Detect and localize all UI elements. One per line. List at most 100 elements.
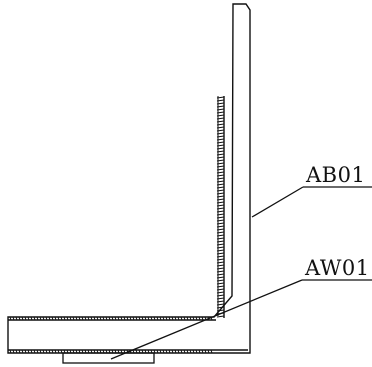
- thread-tick: [57, 349, 60, 354]
- thread-tick: [186, 316, 189, 321]
- thread-tick: [27, 349, 30, 354]
- thread-tick: [129, 316, 132, 321]
- bracket-outline: [7, 3, 251, 354]
- thread-tick: [198, 316, 201, 321]
- thread-tick: [153, 316, 156, 321]
- thread-tick: [72, 316, 75, 321]
- thread-tick: [117, 316, 120, 321]
- thread-tick: [18, 349, 21, 354]
- thread-tick: [135, 316, 138, 321]
- thread-tick: [45, 316, 48, 321]
- thread-tick: [168, 349, 171, 354]
- leader-aw01: [110, 279, 372, 360]
- thread-tick: [21, 349, 24, 354]
- thread-tick: [96, 316, 99, 321]
- thread-tick: [108, 316, 111, 321]
- thread-tick: [66, 316, 69, 321]
- thread-tick: [195, 316, 198, 321]
- thread-tick: [30, 316, 33, 321]
- thread-tick: [93, 316, 96, 321]
- thread-tick: [123, 316, 126, 321]
- thread-tick: [150, 316, 153, 321]
- thread-tick: [162, 349, 165, 354]
- thread-tick: [12, 316, 15, 321]
- thread-tick: [111, 316, 114, 321]
- thread-tick: [120, 316, 123, 321]
- thread-tick: [153, 349, 156, 354]
- thread-tick: [54, 349, 57, 354]
- thread-tick: [105, 316, 108, 321]
- thread-tick: [168, 316, 171, 321]
- bracket-ab01: [7, 3, 251, 354]
- thread-tick: [24, 316, 27, 321]
- thread-tick: [39, 316, 42, 321]
- thread-tick: [192, 349, 195, 354]
- leader-ab01: [251, 186, 372, 218]
- thread-tick: [69, 316, 72, 321]
- thread-tick: [60, 349, 63, 354]
- thread-tick: [207, 349, 210, 354]
- thread-tick: [48, 349, 51, 354]
- thread-tick: [177, 349, 180, 354]
- vertical-thread-hatching: [216, 96, 225, 318]
- thread-tick: [195, 349, 198, 354]
- thread-tick: [138, 316, 141, 321]
- thread-tick: [51, 349, 54, 354]
- thread-tick: [183, 316, 186, 321]
- thread-tick: [114, 316, 117, 321]
- thread-tick: [42, 349, 45, 354]
- thread-tick: [27, 316, 30, 321]
- thread-tick: [24, 349, 27, 354]
- thread-tick: [63, 316, 66, 321]
- thread-tick: [165, 349, 168, 354]
- thread-tick: [216, 315, 225, 318]
- label-ab01: AB01: [305, 163, 365, 187]
- thread-tick: [180, 349, 183, 354]
- thread-tick: [165, 316, 168, 321]
- thread-tick: [33, 316, 36, 321]
- thread-tick: [177, 316, 180, 321]
- thread-tick: [42, 316, 45, 321]
- thread-tick: [183, 349, 186, 354]
- thread-tick: [180, 316, 183, 321]
- thread-tick: [84, 316, 87, 321]
- thread-tick: [81, 316, 84, 321]
- thread-tick: [156, 349, 159, 354]
- thread-tick: [30, 349, 33, 354]
- thread-tick: [39, 349, 42, 354]
- thread-tick: [201, 349, 204, 354]
- washer-aw01: [62, 352, 155, 364]
- thread-tick: [126, 316, 129, 321]
- thread-tick: [132, 316, 135, 321]
- thread-tick: [9, 316, 12, 321]
- thread-tick: [99, 316, 102, 321]
- thread-tick: [171, 316, 174, 321]
- thread-tick: [9, 349, 12, 354]
- thread-tick: [21, 316, 24, 321]
- thread-tick: [45, 349, 48, 354]
- thread-tick: [210, 349, 213, 354]
- thread-tick: [198, 349, 201, 354]
- thread-tick: [18, 316, 21, 321]
- thread-tick: [201, 316, 204, 321]
- thread-tick: [171, 349, 174, 354]
- thread-tick: [54, 316, 57, 321]
- thread-tick: [57, 316, 60, 321]
- horizontal-thread-hatching: [9, 316, 213, 354]
- thread-tick: [192, 316, 195, 321]
- thread-tick: [186, 349, 189, 354]
- thread-tick: [78, 316, 81, 321]
- thread-tick: [159, 316, 162, 321]
- thread-tick: [51, 316, 54, 321]
- label-aw01: AW01: [304, 256, 370, 280]
- thread-tick: [156, 316, 159, 321]
- thread-tick: [15, 316, 18, 321]
- thread-tick: [162, 316, 165, 321]
- thread-tick: [15, 349, 18, 354]
- thread-tick: [159, 349, 162, 354]
- thread-tick: [12, 349, 15, 354]
- thread-tick: [60, 316, 63, 321]
- thread-tick: [204, 349, 207, 354]
- thread-tick: [174, 349, 177, 354]
